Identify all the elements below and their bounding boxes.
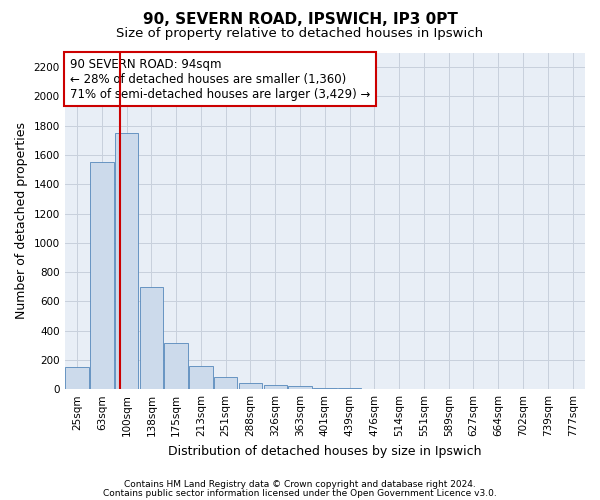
Y-axis label: Number of detached properties: Number of detached properties	[15, 122, 28, 320]
Text: 90, SEVERN ROAD, IPSWICH, IP3 0PT: 90, SEVERN ROAD, IPSWICH, IP3 0PT	[143, 12, 457, 28]
X-axis label: Distribution of detached houses by size in Ipswich: Distribution of detached houses by size …	[168, 444, 482, 458]
Bar	[239, 383, 262, 389]
Text: Contains public sector information licensed under the Open Government Licence v3: Contains public sector information licen…	[103, 489, 497, 498]
Text: Contains HM Land Registry data © Crown copyright and database right 2024.: Contains HM Land Registry data © Crown c…	[124, 480, 476, 489]
Bar	[313, 388, 337, 389]
Bar	[214, 378, 238, 389]
Text: Size of property relative to detached houses in Ipswich: Size of property relative to detached ho…	[116, 28, 484, 40]
Bar	[164, 343, 188, 389]
Bar	[263, 386, 287, 389]
Bar	[65, 367, 89, 389]
Bar	[90, 162, 113, 389]
Bar	[338, 388, 361, 389]
Bar	[140, 286, 163, 389]
Bar	[189, 366, 213, 389]
Bar	[288, 386, 312, 389]
Bar	[115, 133, 139, 389]
Text: 90 SEVERN ROAD: 94sqm
← 28% of detached houses are smaller (1,360)
71% of semi-d: 90 SEVERN ROAD: 94sqm ← 28% of detached …	[70, 58, 370, 100]
